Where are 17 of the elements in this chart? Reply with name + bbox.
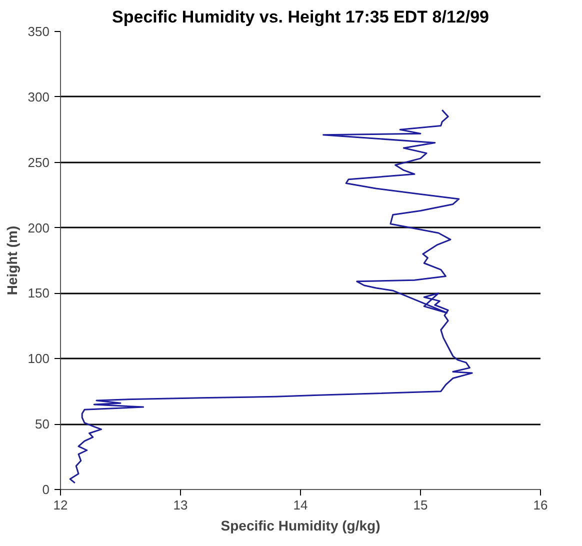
y-tick-label: 350 xyxy=(28,24,50,39)
y-tick-label: 300 xyxy=(28,89,50,104)
x-tick-label: 12 xyxy=(53,498,68,512)
y-tick-label: 100 xyxy=(28,351,50,366)
y-tick-label: 50 xyxy=(35,416,50,432)
x-tick-label: 13 xyxy=(173,498,188,512)
x-tick-label: 14 xyxy=(293,498,308,512)
y-tick-label: 200 xyxy=(28,220,50,236)
y-axis-title: Height (m) xyxy=(4,226,20,296)
x-tick-label: 15 xyxy=(413,498,428,512)
chart-title: Specific Humidity vs. Height 17:35 EDT 8/12/99 xyxy=(112,8,489,26)
line-series xyxy=(69,109,473,484)
y-tick-label: 0 xyxy=(42,482,50,497)
y-tick-label: 150 xyxy=(28,286,50,301)
x-axis-title: Specific Humidity (g/kg) xyxy=(220,518,380,534)
y-tick-label: 250 xyxy=(28,154,50,170)
x-tick-label: 16 xyxy=(533,498,548,512)
